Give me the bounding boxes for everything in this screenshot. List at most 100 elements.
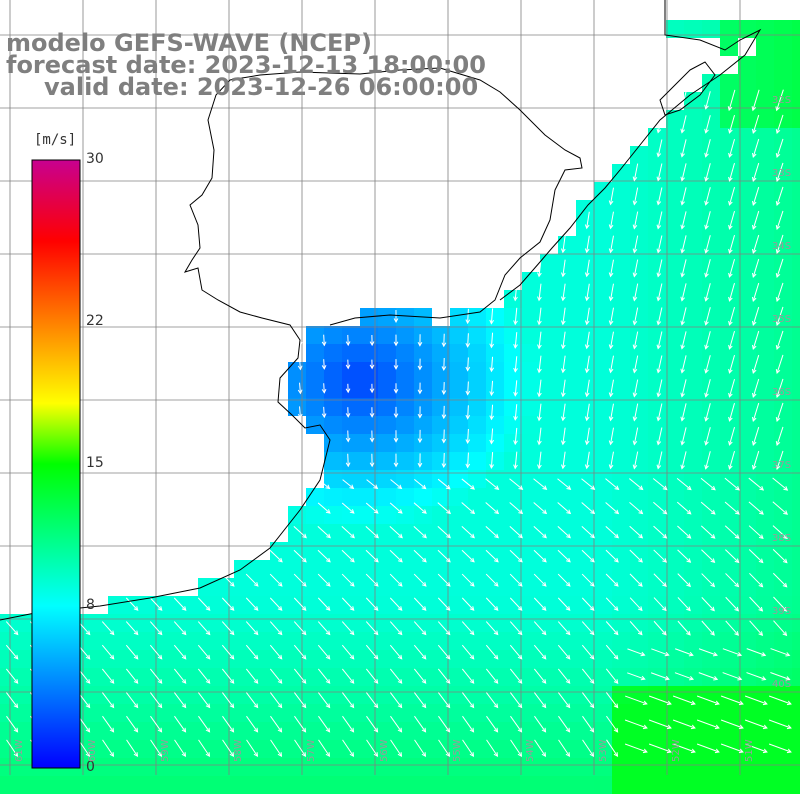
wind-cell <box>378 524 396 542</box>
wind-arrow <box>345 407 351 418</box>
wind-cell <box>306 560 324 578</box>
wind-cell <box>378 668 396 686</box>
wind-cell <box>648 308 666 326</box>
wind-arrow <box>656 403 663 422</box>
wind-cell <box>306 596 324 614</box>
wind-arrow <box>413 549 427 563</box>
wind-cell <box>450 686 468 704</box>
wind-cell <box>126 740 144 758</box>
wind-arrow <box>775 186 784 207</box>
wind-arrow <box>608 259 614 278</box>
wind-cell <box>594 614 612 632</box>
wind-cell <box>756 470 774 488</box>
wind-cell <box>468 668 486 686</box>
wind-arrow <box>150 739 163 757</box>
wind-cell <box>306 398 324 416</box>
wind-cell <box>594 200 612 218</box>
wind-cell <box>558 758 576 776</box>
wind-cell <box>324 362 342 380</box>
wind-arrow <box>560 331 566 350</box>
wind-arrow <box>437 668 451 684</box>
wind-arrow <box>557 502 572 515</box>
wind-cell <box>522 758 540 776</box>
wind-cell <box>378 344 396 362</box>
wind-cell <box>774 20 792 38</box>
wind-cell <box>702 398 720 416</box>
wind-arrow <box>318 479 331 490</box>
wind-cell <box>180 758 198 776</box>
wind-cell <box>504 290 522 308</box>
wind-cell <box>270 758 288 776</box>
wind-arrow <box>369 407 375 418</box>
wind-arrow <box>389 549 403 563</box>
wind-cell <box>648 614 666 632</box>
wind-cell <box>288 362 306 380</box>
wind-arrow <box>245 573 259 587</box>
wind-arrow <box>462 715 475 733</box>
wind-cell <box>666 452 684 470</box>
wind-arrow <box>560 307 566 326</box>
wind-cell <box>630 758 648 776</box>
wind-cell <box>576 776 594 794</box>
wind-cell <box>432 326 450 344</box>
wind-cell <box>774 506 792 524</box>
wind-cell <box>648 164 666 182</box>
wind-cell <box>108 632 126 650</box>
wind-arrow <box>768 719 792 730</box>
wind-cell <box>288 650 306 668</box>
wind-cell <box>324 452 342 470</box>
wind-cell <box>540 614 558 632</box>
wind-cell <box>450 434 468 452</box>
wind-cell <box>684 164 702 182</box>
wind-cell <box>540 254 558 272</box>
wind-cell <box>360 542 378 560</box>
wind-cell <box>612 434 630 452</box>
wind-cell <box>486 776 504 794</box>
wind-arrow <box>245 668 259 684</box>
wind-cell <box>684 506 702 524</box>
wind-arrow <box>149 692 163 709</box>
wind-cell <box>324 668 342 686</box>
wind-arrow <box>317 502 331 514</box>
wind-arrow <box>342 739 355 757</box>
colorbar-tick-label: 8 <box>86 596 95 613</box>
wind-arrow <box>557 597 571 611</box>
wind-cell <box>198 704 216 722</box>
wind-cell <box>576 704 594 722</box>
wind-cell <box>792 254 800 272</box>
wind-cell <box>522 542 540 560</box>
wind-arrow <box>560 379 566 398</box>
wind-cell <box>0 632 18 650</box>
wind-arrow <box>533 621 547 636</box>
wind-arrow <box>417 406 423 419</box>
wind-cell <box>630 704 648 722</box>
wind-cell <box>504 506 522 524</box>
wind-arrow <box>197 597 211 611</box>
wind-cell <box>522 614 540 632</box>
wind-cell <box>144 776 162 794</box>
wind-cell <box>468 452 486 470</box>
wind-arrow <box>605 668 619 684</box>
wind-cell <box>774 596 792 614</box>
wind-cell <box>396 686 414 704</box>
wind-cell <box>630 398 648 416</box>
wind-cell <box>648 452 666 470</box>
wind-cell <box>648 146 666 164</box>
wind-cell <box>792 200 800 218</box>
wind-cell <box>90 614 108 632</box>
wind-cell <box>756 56 774 74</box>
wind-arrow <box>704 91 711 110</box>
wind-cell <box>666 200 684 218</box>
wind-cell <box>270 542 288 560</box>
wind-cell <box>792 632 800 650</box>
wind-arrow <box>584 331 590 350</box>
wind-cell <box>522 308 540 326</box>
wind-arrow <box>772 525 788 540</box>
wind-cell <box>216 776 234 794</box>
wind-cell <box>612 182 630 200</box>
wind-arrow <box>465 357 471 372</box>
wind-cell <box>144 686 162 704</box>
wind-cell <box>648 722 666 740</box>
wind-cell <box>612 344 630 362</box>
wind-cell <box>216 668 234 686</box>
